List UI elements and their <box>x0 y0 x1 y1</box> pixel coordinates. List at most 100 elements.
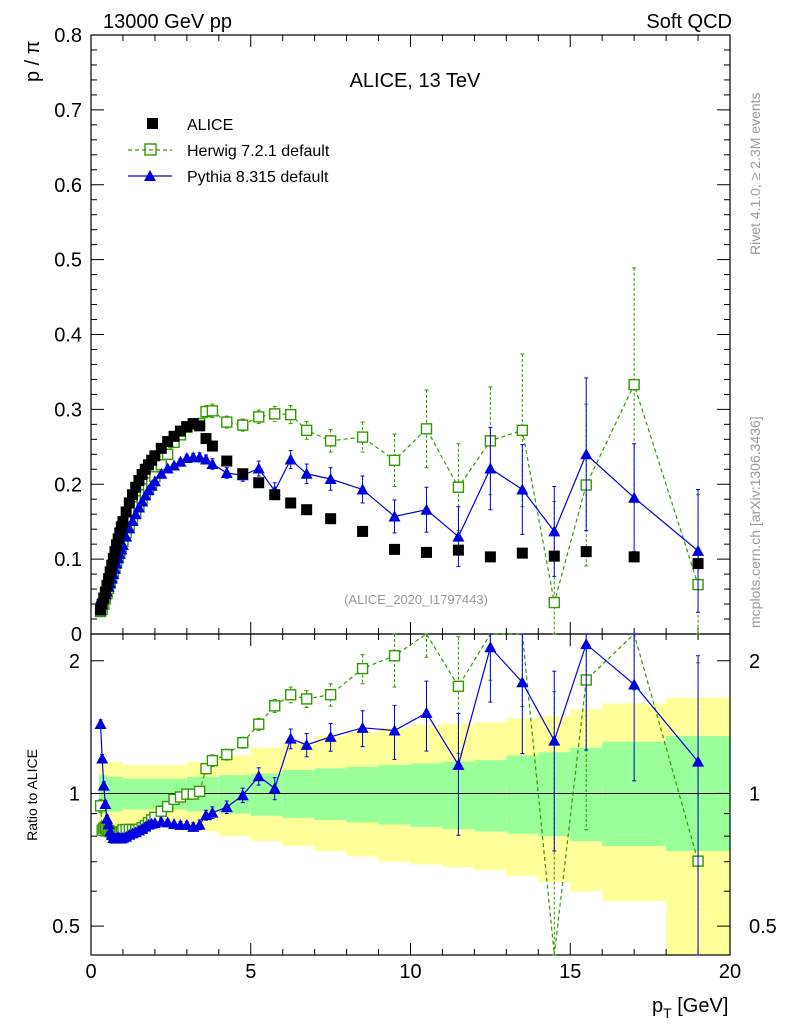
main-alice-point <box>580 546 592 558</box>
main-pythia-point <box>206 458 219 470</box>
main-herwig-point <box>300 424 313 437</box>
main-alice-point <box>174 425 186 437</box>
main-y-tick-label: 0.1 <box>54 549 82 571</box>
main-alice-point <box>106 559 118 571</box>
main-pythia-series <box>94 377 705 613</box>
data-series <box>94 267 705 956</box>
legend-label-herwig: Herwig 7.2.1 default <box>187 143 330 160</box>
main-pythia-point <box>220 467 233 479</box>
main-alice-point <box>107 552 119 564</box>
header-left: 13000 GeV pp <box>103 11 232 33</box>
ratio-herwig-point <box>388 650 401 662</box>
main-pythia-point <box>155 467 168 479</box>
main-herwig-point <box>269 408 281 420</box>
ratio-pythia-point <box>102 818 115 830</box>
main-pythia-point <box>516 483 529 495</box>
band-inner-bin <box>282 770 315 818</box>
mcplots-side-text: mcplots.cern.ch [arXiv:1306.3436] <box>747 416 763 628</box>
legend-marker-alice <box>147 118 158 129</box>
band-inner-bin <box>506 755 539 834</box>
main-alice-point <box>692 558 704 570</box>
ratio-y-axis-label: Ratio to ALICE <box>24 749 40 841</box>
main-y-tick-label: 0 <box>71 624 82 646</box>
ratio-pythia-point <box>94 717 107 729</box>
ratio-y-tick-label: 0.5 <box>52 916 80 938</box>
main-alice-point <box>103 573 115 585</box>
ratio-y-tick-label-right: 1 <box>749 783 760 805</box>
main-alice-point <box>114 527 126 539</box>
main-herwig-point <box>628 378 640 391</box>
ratio-pythia-point <box>452 758 465 770</box>
main-alice-point <box>181 421 193 433</box>
ratio-pythia-point <box>324 730 337 742</box>
ratio-pythia-point <box>220 801 233 813</box>
ratio-herwig-point <box>200 763 212 775</box>
main-pythia-point <box>300 467 313 479</box>
band-inner-bin <box>98 775 107 814</box>
main-y-axis-label: p / π <box>22 40 44 82</box>
ratio-herwig-point <box>253 718 265 730</box>
ratio-herwig-point <box>269 700 281 712</box>
ratio-pythia-point <box>692 755 705 767</box>
main-pythia-point <box>484 462 497 474</box>
main-alice-point <box>420 546 432 558</box>
main-alice-point <box>111 539 123 551</box>
ratio-pythia-point <box>268 782 281 794</box>
legend: ALICE Herwig 7.2.1 default Pythia 8.315 … <box>128 117 330 186</box>
main-herwig-point <box>221 416 233 428</box>
main-alice-point <box>104 566 116 578</box>
main-pythia-point <box>284 453 297 465</box>
ratio-pythia-point <box>193 818 206 830</box>
ratio-herwig-point <box>221 748 233 761</box>
ratio-y-tick-label: 1 <box>69 783 80 805</box>
main-alice-point <box>101 579 113 591</box>
ratio-pythia-series <box>94 633 705 956</box>
legend-label-alice: ALICE <box>187 117 233 134</box>
ratio-pythia-point <box>97 779 110 791</box>
ratio-herwig-point <box>161 800 174 813</box>
band-inner-bin <box>122 778 155 810</box>
main-alice-point <box>357 525 369 537</box>
x-tick-label: 20 <box>719 961 741 983</box>
main-herwig-point <box>161 448 174 460</box>
main-pythia-point <box>252 462 265 474</box>
ratio-herwig-point <box>284 689 297 701</box>
main-pythia-point <box>174 455 187 467</box>
axis-ticks: 0 5 10 15 20 0 0.1 0.2 0.3 0.4 0.5 0.6 0.7 0.8 0.5 0.5 1… <box>52 25 777 983</box>
main-pythia-line <box>100 453 699 600</box>
ratio-herwig-point <box>324 688 337 701</box>
main-alice-point <box>389 543 401 555</box>
main-herwig-point <box>420 423 433 435</box>
main-pythia-point <box>324 473 337 485</box>
main-pythia-point <box>136 495 149 507</box>
main-herwig-point <box>516 424 529 437</box>
main-alice-point <box>221 455 233 467</box>
main-alice-point <box>117 516 129 528</box>
main-alice-point <box>168 430 180 442</box>
main-alice-point <box>133 475 145 487</box>
rivet-side-text: Rivet 4.1.0, ≥ 2.3M events <box>747 92 763 255</box>
main-alice-point <box>325 513 337 525</box>
main-pythia-point <box>126 514 139 526</box>
main-pythia-point <box>452 530 465 542</box>
ratio-herwig-point <box>193 785 206 798</box>
main-y-tick-label: 0.2 <box>54 474 82 496</box>
band-inner-bin <box>106 776 123 812</box>
main-alice-point <box>301 504 313 516</box>
main-alice-point <box>269 489 281 501</box>
main-alice-point <box>253 477 265 489</box>
x-tick-label: 15 <box>559 961 581 983</box>
main-alice-point <box>127 489 139 501</box>
main-alice-point <box>206 440 218 452</box>
band-inner-bin <box>346 766 379 823</box>
plot-title: ALICE, 13 TeV <box>350 70 481 92</box>
ratio-pythia-point <box>284 732 297 744</box>
main-alice-point <box>285 497 297 509</box>
main-pythia-point <box>168 459 181 471</box>
main-alice-point <box>548 550 560 562</box>
ratio-y-tick-label-right: 2 <box>749 651 760 673</box>
ratio-pythia-point <box>236 789 249 801</box>
main-alice-point <box>237 468 249 480</box>
main-pythia-point <box>692 544 705 556</box>
main-pythia-point <box>161 462 174 474</box>
